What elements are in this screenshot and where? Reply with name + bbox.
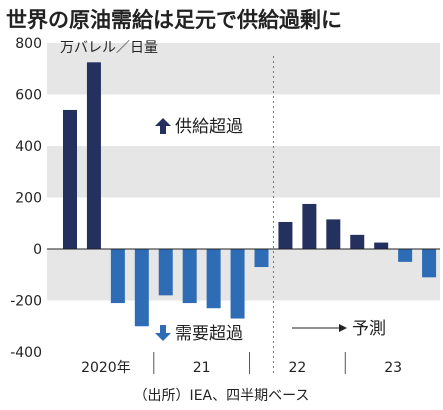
y-tick-label: -400: [10, 345, 42, 361]
bar: [63, 109, 77, 249]
deficit-label: 需要超過: [175, 324, 243, 344]
surplus-annotation: 供給超過: [155, 117, 243, 137]
chart-title: 世界の原油需給は足元で供給過剰に: [6, 8, 342, 32]
up-arrow-icon: [155, 118, 171, 134]
bar: [422, 249, 437, 278]
x-category-label: 22: [288, 360, 306, 376]
bar: [230, 249, 245, 319]
forecast-label: 予測: [352, 319, 386, 339]
y-tick-label: 200: [15, 191, 42, 207]
deficit-annotation: 需要超過: [155, 324, 243, 344]
source-note: （出所）IEA、四半期ベース: [133, 388, 310, 404]
right-arrow-icon: [339, 324, 347, 332]
x-category-label: 2020年: [81, 360, 131, 376]
bar: [110, 249, 125, 304]
unit-label: 万バレル／日量: [60, 40, 158, 56]
surplus-label: 供給超過: [175, 117, 243, 137]
forecast-annotation: 予測: [292, 319, 386, 339]
bar: [254, 249, 269, 268]
y-tick-label: 800: [15, 36, 42, 52]
x-category-label: 23: [384, 360, 402, 376]
y-tick-label: 600: [15, 88, 42, 104]
bar: [134, 249, 149, 327]
band: [47, 146, 440, 198]
bar: [278, 221, 293, 249]
bar: [398, 249, 413, 262]
y-tick-label: -200: [10, 294, 42, 310]
y-tick-label: 400: [15, 139, 42, 155]
x-category-label: 21: [193, 360, 211, 376]
bar: [158, 249, 173, 296]
y-tick-label: 0: [33, 242, 42, 258]
band: [47, 43, 440, 95]
bar: [374, 242, 389, 249]
down-arrow-icon: [155, 325, 171, 341]
bar: [182, 249, 197, 304]
bar: [206, 249, 221, 309]
x-axis-categories: 2020年 21 22 23: [81, 352, 402, 376]
bar: [86, 62, 101, 249]
bar: [350, 234, 365, 249]
bars: [63, 62, 437, 327]
y-axis-ticks: 800 600 400 200 0 -200 -400: [10, 36, 42, 361]
bar: [326, 219, 341, 249]
bar: [302, 203, 317, 249]
